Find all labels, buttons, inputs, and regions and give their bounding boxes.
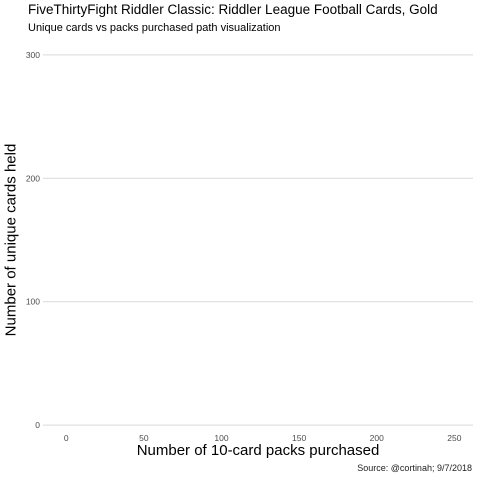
y-tick-label-100: 100 [26,297,40,307]
x-tick-label-0: 0 [64,433,69,443]
y-tick-label-200: 200 [26,173,40,183]
x-tick-label-250: 250 [447,433,461,443]
y-tick-label-0: 0 [35,420,40,430]
chart-subtitle: Unique cards vs packs purchased path vis… [28,22,281,34]
chart-title: FiveThirtyFight Riddler Classic: Riddler… [28,2,438,17]
x-tick-label-100: 100 [214,433,228,443]
x-tick-label-50: 50 [139,433,149,443]
x-tick-label-200: 200 [370,433,384,443]
x-tick-label-150: 150 [292,433,306,443]
y-axis-label: Number of unique cards held [2,143,20,337]
chart-caption: Source: @cortinah; 9/7/2018 [357,463,472,473]
x-axis-label: Number of 10-card packs purchased [136,442,380,459]
y-tick-label-300: 300 [26,50,40,60]
